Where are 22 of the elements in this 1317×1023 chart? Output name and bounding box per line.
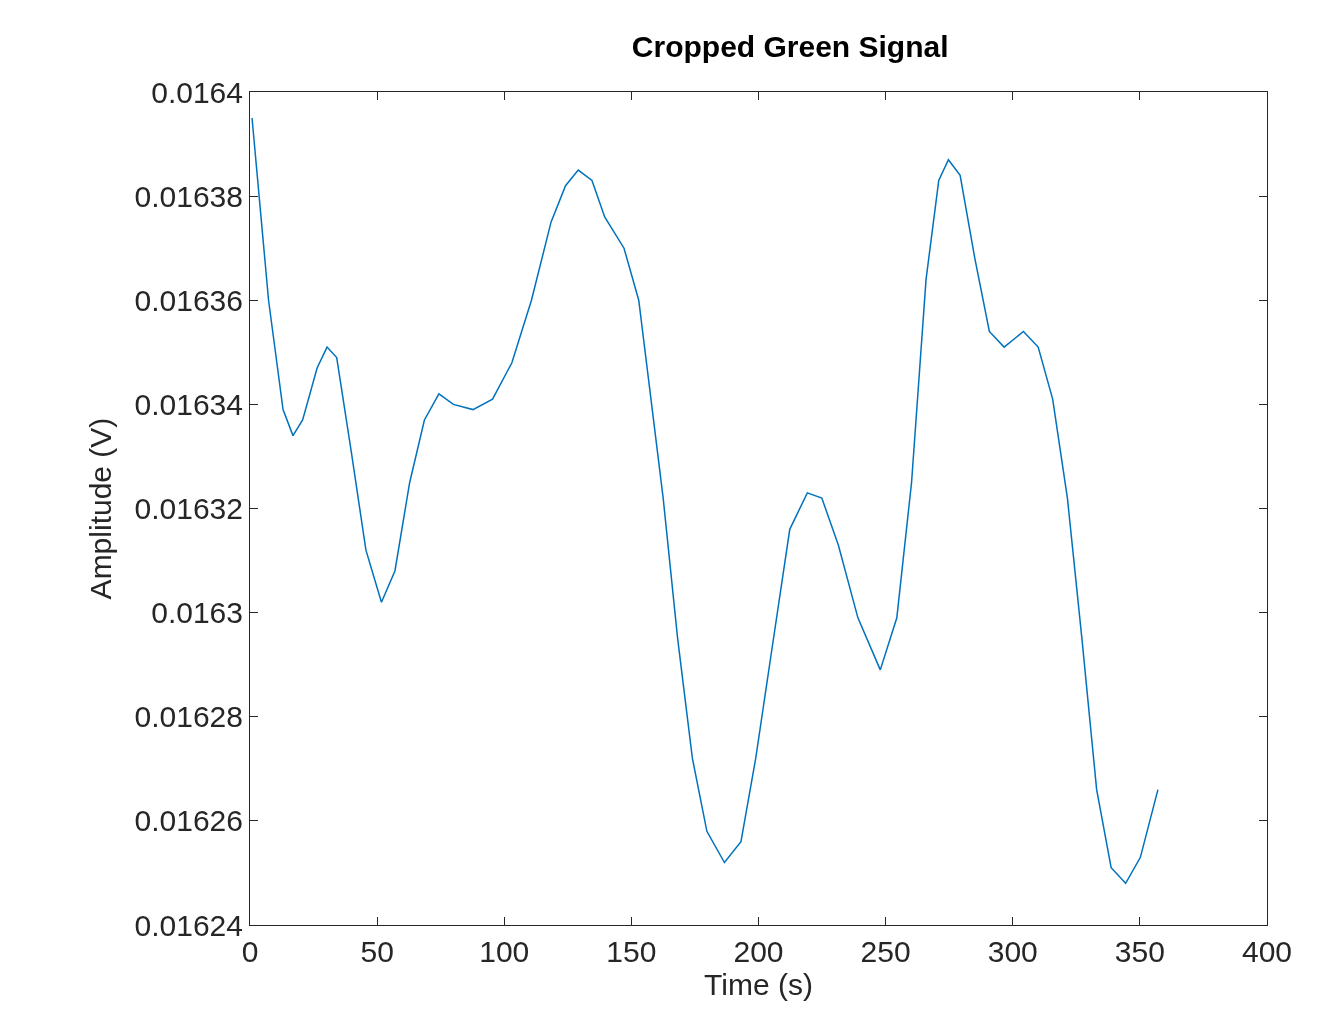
y-tick-label: 0.01632	[134, 492, 243, 525]
x-tick-label: 150	[606, 935, 657, 968]
x-axis-title: Time (s)	[704, 968, 813, 1001]
x-tick-label: 200	[733, 935, 784, 968]
y-tick-label: 0.01636	[134, 283, 243, 317]
y-tick-label: 0.01634	[134, 387, 243, 421]
y-tick-label: 0.01626	[134, 804, 243, 838]
x-tick-label: 100	[479, 935, 530, 968]
x-tick-label: 250	[860, 935, 911, 968]
y-tick-label: 0.01638	[134, 179, 243, 213]
line-series	[251, 117, 1159, 885]
y-tick-label: 0.0164	[151, 75, 243, 109]
chart-title: Cropped Green Signal	[631, 29, 949, 63]
x-tick-label: 400	[1241, 935, 1293, 968]
x-tick-label: 350	[1114, 935, 1165, 968]
y-tick-label: 0.01624	[134, 908, 243, 942]
x-tick-label: 300	[987, 935, 1038, 968]
x-tick-label: 50	[360, 935, 394, 968]
y-axis-title: Amplitude (V)	[83, 417, 117, 600]
x-tick-label: 0	[241, 935, 259, 968]
y-tick-label: 0.0163	[151, 596, 243, 630]
y-tick-label: 0.01628	[134, 700, 243, 734]
